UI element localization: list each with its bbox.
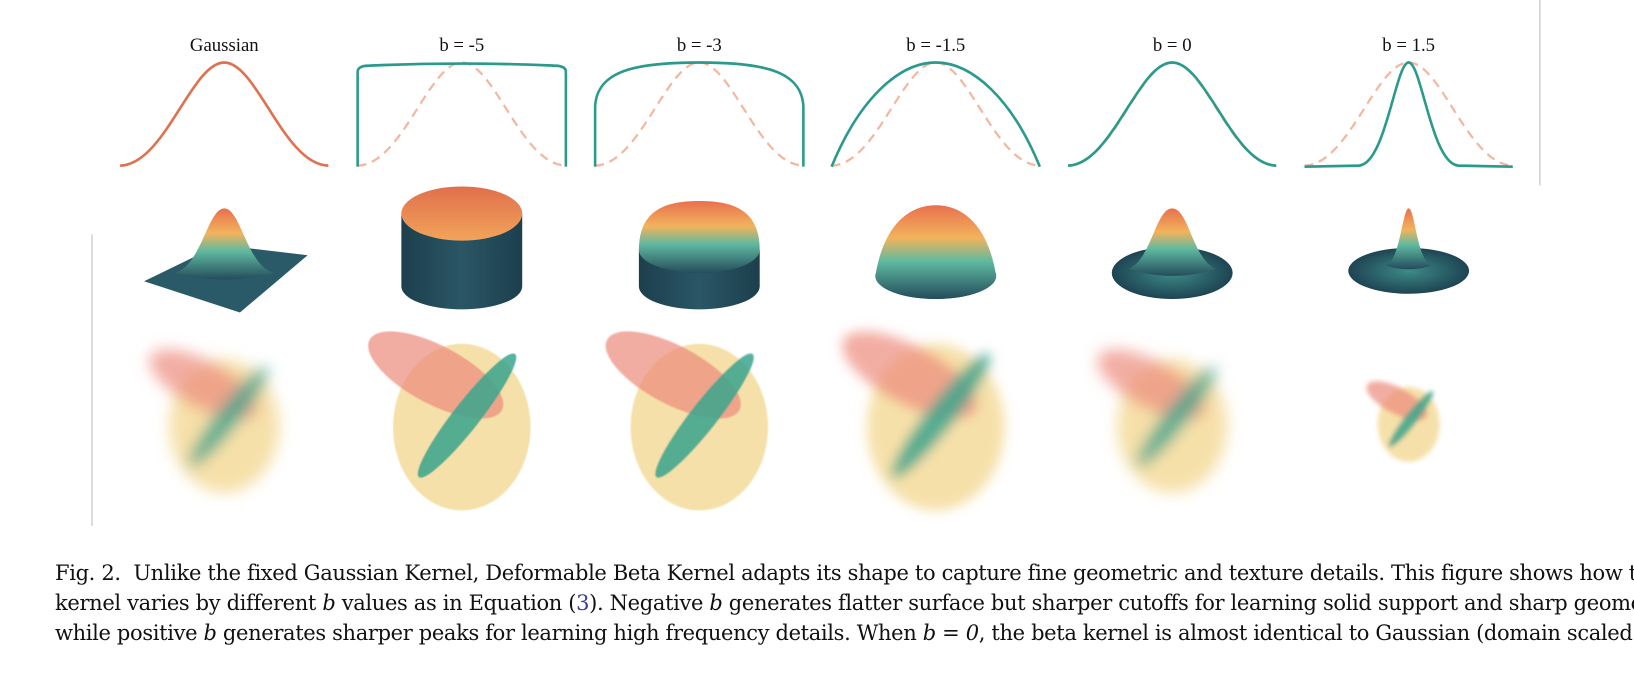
disk (1348, 247, 1470, 294)
caption-text: Unlike the fixed Gaussian Kernel, Deform… (120, 561, 1634, 585)
caption-text: generates flatter surface but sharper cu… (722, 591, 1634, 615)
gaussian-reference (831, 61, 1040, 167)
caption-text: generates sharper peaks for learning hig… (216, 621, 923, 645)
profile-curve (1304, 61, 1513, 169)
splat-teal (1388, 391, 1434, 448)
profile-plot (1067, 61, 1277, 167)
splat (605, 331, 769, 511)
gaussian-reference (357, 61, 566, 167)
cylinder-top (401, 186, 523, 241)
profile-plot (593, 61, 805, 167)
splat (1097, 349, 1228, 493)
profile-plot (1304, 61, 1513, 169)
splat-teal (655, 353, 754, 478)
caption-text: b (203, 621, 217, 645)
dome (638, 201, 760, 273)
profile-plot (830, 61, 1042, 168)
splat-teal (891, 353, 991, 478)
caption-line-text: Fig. 2. Unlike the fixed Gaussian Kernel… (55, 558, 1634, 588)
caption-text: kernel varies by different (55, 591, 323, 615)
splat (1366, 381, 1440, 462)
splat (149, 349, 280, 493)
profile-curve (1067, 61, 1277, 167)
caption-line: kernel varies by different b values as i… (55, 588, 1634, 618)
profile-curve (593, 61, 805, 167)
splat-teal (1136, 367, 1216, 467)
cylinder-side (401, 213, 523, 310)
caption-text: values as in Equation ( (335, 591, 577, 615)
caption-line: while positive b generates sharper peaks… (55, 618, 1633, 648)
caption-text: while positive (55, 621, 204, 645)
kernel-column: b = -3 (593, 35, 805, 511)
profile-curve (830, 61, 1042, 168)
figure: Gaussian b = -5 b = -3 b = -1.5 b = 0 b = 1.5 (91, 0, 1541, 527)
caption-line-text: while positive b generates sharper peaks… (55, 618, 1634, 648)
gaussian-reference (1304, 61, 1513, 167)
surface-peak (174, 208, 275, 280)
figure-label: Fig. 2. (55, 561, 121, 585)
caption-text: b (322, 591, 336, 615)
column-label: b = 0 (1153, 35, 1192, 56)
kernel-column: b = 1.5 (1304, 35, 1513, 462)
kernel-column: Gaussian (120, 35, 329, 493)
profile-plot (120, 61, 329, 167)
spike (1385, 208, 1432, 270)
splat-teal (417, 353, 517, 478)
profile-curve (120, 61, 329, 167)
column-label: b = -1.5 (906, 35, 965, 56)
splat (368, 331, 531, 511)
column-label: b = -5 (439, 35, 484, 56)
caption-text: b = 0 (922, 621, 979, 645)
caption: Fig. 2. Unlike the fixed Gaussian Kernel… (55, 558, 1634, 648)
dome (875, 205, 997, 299)
caption-text: ). Negative (589, 591, 710, 615)
caption-line: Fig. 2. Unlike the fixed Gaussian Kernel… (55, 558, 1634, 588)
splat (842, 331, 1005, 511)
caption-text: , the beta kernel is almost identical to… (978, 621, 1634, 645)
kernel-column: b = 0 (1067, 35, 1277, 493)
bump (1128, 208, 1216, 277)
splat-teal (189, 367, 268, 467)
profile-plot (356, 61, 568, 167)
column-label: Gaussian (190, 35, 259, 56)
kernel-column: b = -5 (356, 35, 568, 511)
gaussian-reference (1067, 61, 1277, 167)
caption-line-text: kernel varies by different b values as i… (55, 588, 1634, 618)
gaussian-reference (595, 61, 804, 167)
equation-ref[interactable]: 3 (576, 591, 590, 615)
kernel-column: b = -1.5 (830, 35, 1042, 511)
profile-curve (356, 62, 568, 167)
column-label: b = -3 (677, 35, 722, 56)
column-label: b = 1.5 (1382, 35, 1435, 56)
caption-text: b (709, 591, 723, 615)
